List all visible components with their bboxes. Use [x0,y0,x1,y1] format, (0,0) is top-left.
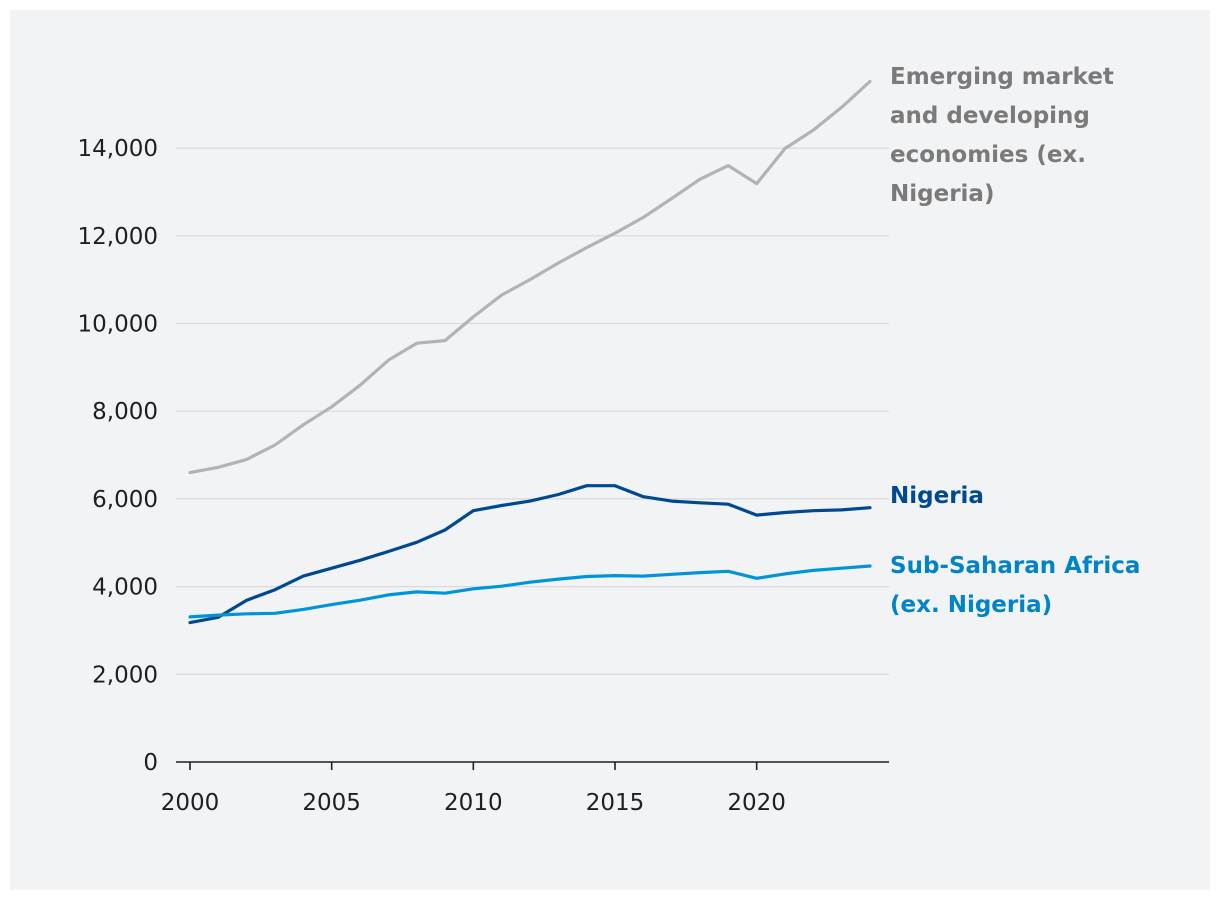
series-labels: Emerging market and developing economies (… [890,64,1140,618]
y-tick-label: 10,000 [78,312,158,338]
x-tick-label: 2010 [444,790,503,816]
series-label-nigeria: Nigeria [890,483,984,509]
series-label-sub-saharan-africa: (ex. Nigeria) [890,592,1052,618]
y-tick-label: 12,000 [78,224,158,250]
series-label-sub-saharan-africa: Sub-Saharan Africa [890,553,1140,579]
y-tick-label: 14,000 [78,136,158,162]
axes: 0 2,000 4,000 6,000 8,000 10,000 12,000 14,000 2… [78,136,889,816]
series-line-nigeria [188,484,872,625]
y-tick-label: 0 [143,750,158,776]
chart-background [10,10,1210,890]
y-tick-label: 8,000 [92,399,158,425]
x-tick-label: 2020 [727,790,786,816]
x-tick-label: 2000 [161,790,220,816]
series-line-sub-saharan-africa [188,564,872,619]
gridlines [176,147,889,675]
series-label-emerging-markets: Nigeria) [890,181,994,207]
series-label-emerging-markets: and developing [890,103,1090,129]
x-tick-label: 2015 [586,790,645,816]
x-tick-label: 2005 [302,790,361,816]
y-tick-label: 4,000 [92,575,158,601]
y-tick-label: 2,000 [92,662,158,688]
series-lines [188,79,872,625]
series-line-emerging-markets [188,79,872,475]
y-tick-label: 6,000 [92,487,158,513]
series-label-emerging-markets: economies (ex. [890,142,1086,168]
series-label-emerging-markets: Emerging market [890,64,1114,90]
